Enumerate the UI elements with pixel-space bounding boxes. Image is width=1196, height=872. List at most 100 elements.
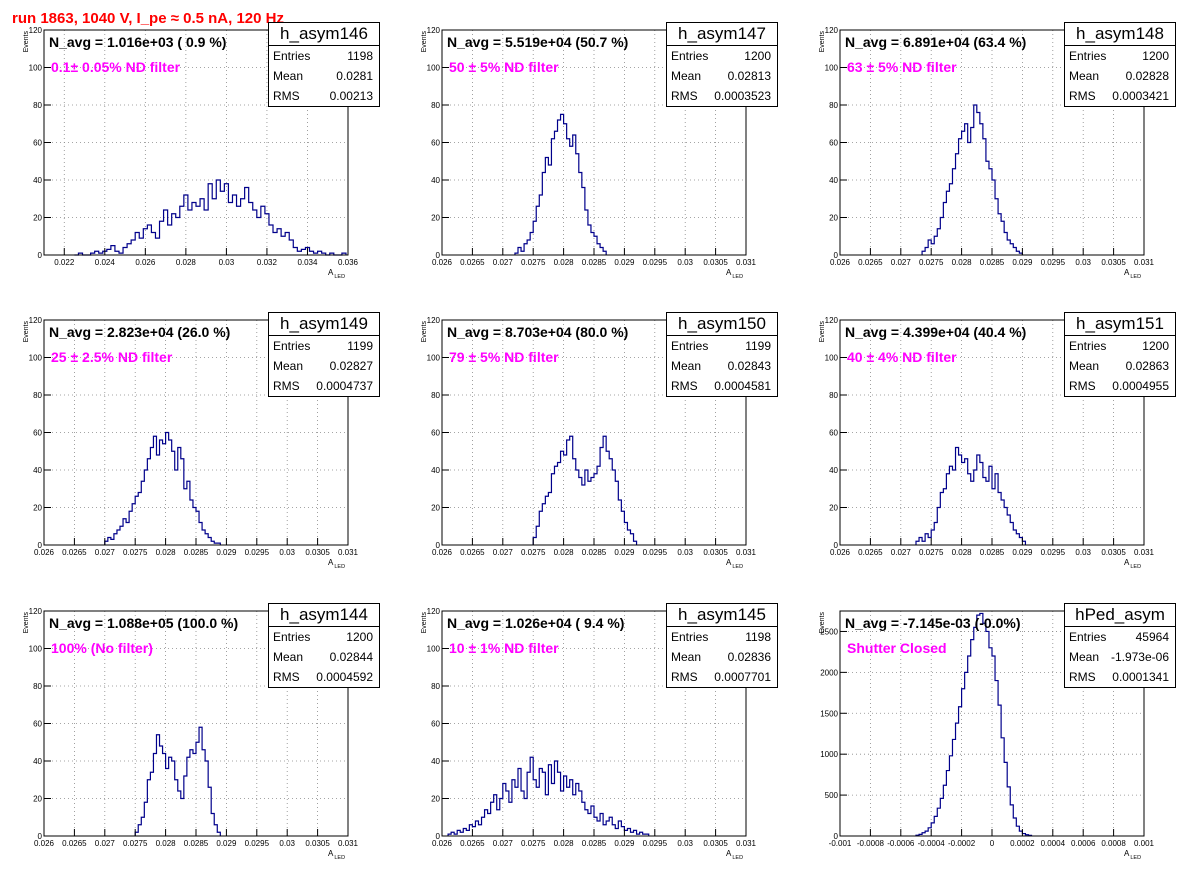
stats-value: 0.0281 (336, 69, 373, 83)
stats-box: h_asym151 Entries 1200 Mean 0.02863 RMS 0.0004… (1064, 312, 1176, 397)
histogram-series (447, 756, 650, 836)
x-tick-label: 0.036 (338, 258, 359, 267)
stats-key: Entries (273, 339, 311, 353)
n-avg-label: N_avg = 2.823e+04 (26.0 %) (49, 324, 231, 340)
x-tick-label: 0.026 (432, 839, 453, 848)
y-tick-label: 60 (33, 429, 42, 438)
y-tick-label: 120 (825, 316, 839, 325)
x-tick-label: 0.03 (1075, 258, 1091, 267)
n-avg-label: N_avg = 1.026e+04 ( 9.4 %) (447, 615, 625, 631)
x-tick-label: 0 (990, 839, 995, 848)
y-tick-label: 100 (427, 354, 441, 363)
y-tick-label: 20 (33, 504, 42, 513)
y-tick-label: 20 (33, 214, 42, 223)
stats-box: h_asym148 Entries 1200 Mean 0.02828 RMS 0.0003… (1064, 22, 1176, 107)
x-tick-label: 0.0295 (1041, 258, 1066, 267)
y-tick-label: 60 (33, 139, 42, 148)
x-tick-label: -0.0008 (857, 839, 885, 848)
stats-key: Mean (671, 650, 702, 664)
y-axis-label: Events (421, 612, 428, 634)
stats-row-entries: Entries 1200 (667, 46, 777, 66)
x-tick-label: 0.026 (135, 258, 156, 267)
filter-label: 25 ± 2.5% ND filter (51, 349, 173, 365)
stats-value: 1200 (1142, 339, 1169, 353)
x-tick-label: 0.03 (677, 258, 693, 267)
y-tick-label: 0 (436, 832, 441, 841)
stats-key: RMS (273, 89, 300, 103)
y-tick-label: 120 (427, 26, 441, 35)
x-tick-label: 0.03 (677, 548, 693, 557)
y-tick-label: 0 (38, 541, 43, 550)
stats-row-entries: Entries 1198 (667, 627, 777, 647)
y-tick-label: 40 (33, 757, 42, 766)
histogram-panel: -0.001 -0.0008 -0.0006 -0.0004 -0.0002 0 0.000… (796, 581, 1194, 871)
x-tick-label: 0.028 (952, 258, 973, 267)
histogram-series (915, 446, 1027, 545)
histogram-panel: 0.026 0.0265 0.027 0.0275 0.028 0.0285 0.029 0.… (0, 581, 398, 871)
x-tick-label: 0.0285 (582, 548, 607, 557)
x-tick-label: 0.031 (736, 839, 757, 848)
x-axis-label: ALED (726, 558, 743, 570)
histogram-plot: 0.026 0.0265 0.027 0.0275 0.028 0.0285 0.029 0.… (819, 26, 1155, 280)
x-tick-label: 0.031 (1134, 258, 1155, 267)
x-axis-label: ALED (328, 268, 345, 280)
stats-row-mean: Mean 0.02813 (667, 66, 777, 86)
stats-key: Mean (273, 359, 304, 373)
y-tick-label: 80 (33, 682, 42, 691)
histogram-plot: 0.022 0.024 0.026 0.028 0.03 0.032 0.034 0.036 0… (23, 26, 359, 280)
x-tick-label: 0.03 (1075, 548, 1091, 557)
x-axis-label: ALED (328, 849, 345, 861)
stats-value: 1199 (347, 339, 373, 353)
x-tick-label: 0.0305 (703, 548, 728, 557)
x-tick-label: 0.0285 (980, 548, 1005, 557)
histogram-series (532, 435, 638, 545)
y-tick-label: 20 (431, 214, 440, 223)
histogram-name: h_asym144 (269, 604, 379, 627)
y-tick-label: 120 (427, 607, 441, 616)
n-avg-label: N_avg = 1.016e+03 ( 0.9 %) (49, 34, 227, 50)
x-axis-label: ALED (1124, 849, 1141, 861)
stats-row-rms: RMS 0.0004592 (269, 667, 379, 687)
y-axis-label: Events (23, 612, 30, 634)
x-tick-label: 0.026 (432, 258, 453, 267)
stats-value: 0.0003421 (1112, 89, 1169, 103)
stats-value: 1200 (346, 630, 373, 644)
x-tick-label: 0.03 (219, 258, 235, 267)
x-tick-label: 0.0295 (643, 548, 668, 557)
stats-box: h_asym144 Entries 1200 Mean 0.02844 RMS 0.0004… (268, 603, 380, 688)
stats-value: 0.02843 (727, 359, 771, 373)
stats-key: Entries (273, 630, 311, 644)
y-tick-label: 100 (29, 354, 43, 363)
y-tick-label: 1000 (820, 750, 838, 759)
n-avg-label: N_avg = 1.088e+05 (100.0 %) (49, 615, 239, 631)
y-axis-label: Events (819, 321, 826, 343)
x-tick-label: 0.028 (554, 839, 575, 848)
histogram-panel: 0.026 0.0265 0.027 0.0275 0.028 0.0285 0.029 0.… (796, 0, 1194, 290)
stats-key: RMS (671, 670, 698, 684)
y-tick-label: 120 (29, 607, 43, 616)
y-tick-label: 40 (431, 176, 440, 185)
filter-label: Shutter Closed (847, 640, 947, 656)
stats-key: Entries (671, 49, 709, 63)
y-tick-label: 100 (29, 64, 43, 73)
n-avg-label: N_avg = 4.399e+04 (40.4 %) (845, 324, 1027, 340)
y-tick-label: 20 (431, 504, 440, 513)
x-tick-label: 0.031 (1134, 548, 1155, 557)
histogram-name: h_asym146 (269, 23, 379, 46)
x-tick-label: 0.0305 (703, 839, 728, 848)
y-tick-label: 60 (431, 720, 440, 729)
y-tick-label: 20 (829, 214, 838, 223)
stats-value: 0.00213 (329, 89, 373, 103)
stats-box: h_asym145 Entries 1198 Mean 0.02836 RMS 0.0007… (666, 603, 778, 688)
stats-value: 0.02844 (329, 650, 373, 664)
x-tick-label: 0.029 (614, 839, 635, 848)
stats-row-mean: Mean 0.02844 (269, 647, 379, 667)
stats-key: Entries (273, 49, 311, 63)
stats-key: RMS (1069, 670, 1096, 684)
stats-key: Mean (273, 650, 304, 664)
histogram-panel: 0.026 0.0265 0.027 0.0275 0.028 0.0285 0.029 0.… (398, 290, 796, 580)
x-axis-label: ALED (328, 558, 345, 570)
x-tick-label: 0.03 (279, 548, 295, 557)
x-tick-label: 0.0285 (184, 839, 209, 848)
stats-value: 0.02813 (727, 69, 771, 83)
